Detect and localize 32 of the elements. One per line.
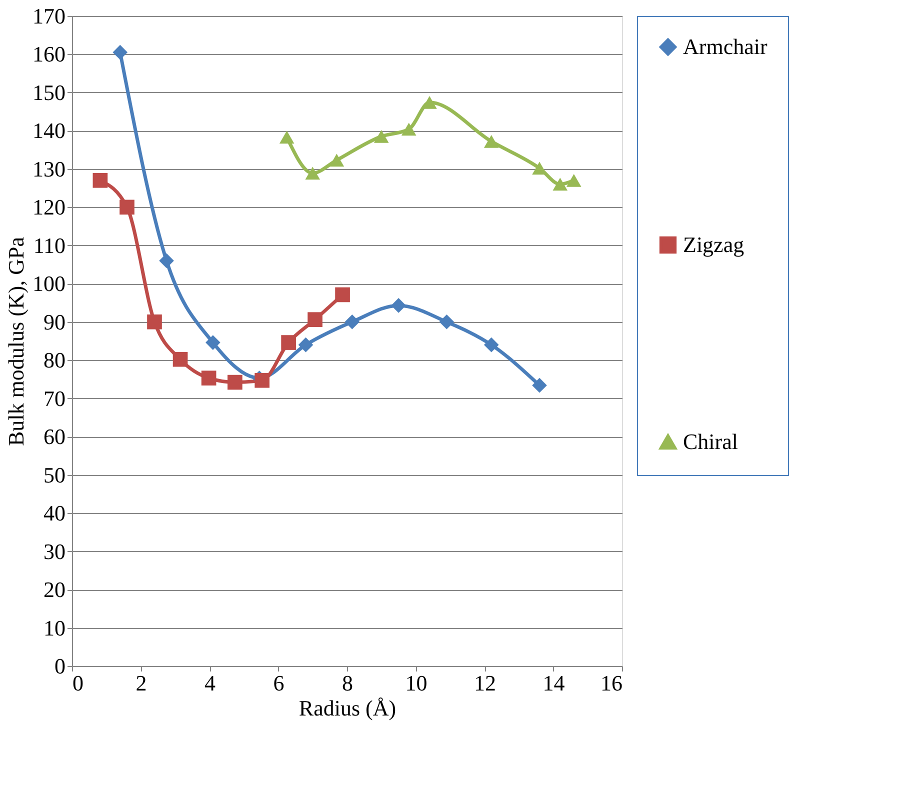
y-tick-label: 100 [32, 271, 66, 296]
x-axis-title: Radius (Å) [298, 696, 396, 720]
y-tick-label: 90 [44, 309, 66, 334]
y-tick-label: 10 [44, 615, 66, 640]
legend-label: Zigzag [683, 232, 744, 257]
y-tick-label: 40 [44, 500, 66, 526]
y-tick-label: 70 [44, 386, 66, 411]
x-tick-label: 8 [342, 670, 353, 696]
y-tick-label: 110 [33, 232, 66, 258]
y-tick-label: 50 [44, 462, 66, 488]
x-tick-label: 14 [542, 670, 565, 696]
y-tick-label: 30 [44, 538, 66, 564]
x-tick-label: 10 [405, 670, 428, 696]
y-tick-label: 20 [44, 577, 66, 602]
x-tick-label: 16 [600, 670, 622, 696]
y-tick-label: 0 [54, 654, 66, 678]
x-tick-label: 0 [72, 670, 84, 696]
x-tick-label: 6 [273, 670, 284, 696]
y-axis-title: Bulk modulus (K), GPa [4, 236, 28, 446]
y-tick-label: 150 [32, 80, 66, 105]
y-tick-label: 140 [32, 118, 66, 144]
y-tick-label: 160 [32, 42, 66, 67]
x-tick-label: 12 [474, 670, 496, 696]
x-tick-label: 4 [204, 670, 216, 696]
legend-label: Armchair [683, 34, 768, 59]
x-tick-label: 2 [136, 670, 147, 696]
y-tick-label: 60 [44, 424, 66, 450]
y-tick-label: 130 [32, 156, 66, 182]
y-tick-label: 170 [32, 4, 66, 28]
y-tick-label: 120 [32, 194, 66, 220]
legend-label: Chiral [683, 429, 738, 454]
y-tick-label: 80 [44, 348, 66, 373]
